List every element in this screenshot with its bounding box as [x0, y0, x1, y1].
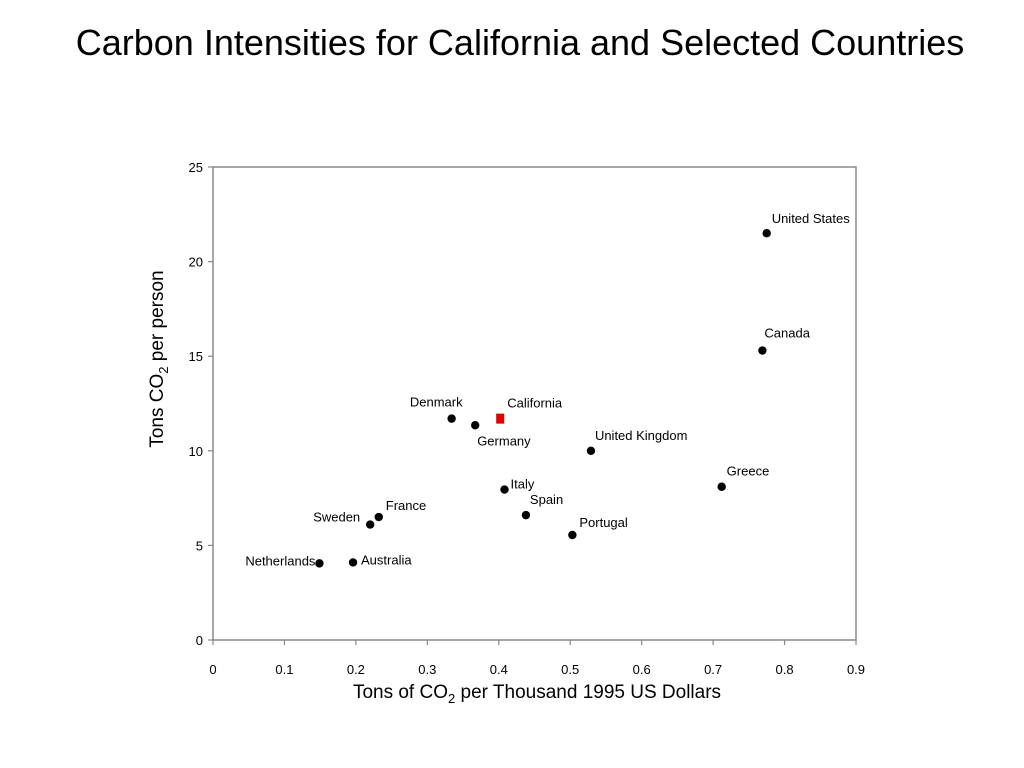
point-label-canada: Canada	[764, 326, 810, 341]
x-tick-label: 0.6	[633, 662, 651, 677]
point-label-portugal: Portugal	[579, 515, 628, 530]
point-marker-italy	[500, 485, 509, 494]
y-axis-title: Tons CO2 per person	[147, 270, 171, 447]
point-label-sweden: Sweden	[313, 510, 360, 525]
x-axis: 0 0.1 0.2 0.3 0.4 0.5 0.6 0.7 0.8 0.9	[209, 640, 865, 677]
x-axis-title-sub: 2	[448, 691, 455, 706]
point-label-greece: Greece	[727, 464, 770, 479]
y-tick-label: 5	[196, 538, 203, 553]
point-marker-sweden	[365, 520, 375, 529]
y-tick-label: 0	[196, 633, 203, 648]
x-axis-title-pre: Tons of CO	[353, 682, 448, 703]
point-label-denmark: Denmark	[410, 395, 463, 410]
point-label-united-kingdom: United Kingdom	[595, 428, 688, 443]
point-marker-france	[374, 512, 383, 522]
point-marker-germany	[471, 421, 480, 430]
x-tick-label: 0.1	[275, 662, 293, 677]
point-marker-california	[496, 413, 505, 424]
point-marker-australia	[348, 558, 358, 567]
y-axis: 0 5 10 15 20 25	[189, 160, 213, 648]
point-label-france: France	[386, 498, 426, 513]
point-marker-netherlands	[315, 559, 324, 568]
plot-area	[212, 166, 857, 641]
point-marker-spain	[521, 510, 531, 520]
point-label-australia: Australia	[361, 552, 412, 567]
x-axis-title: Tons of CO2 per Thousand 1995 US Dollars	[353, 682, 721, 706]
data-points: United States Canada Denmark California Germ…	[245, 211, 850, 568]
point-label-germany: Germany	[477, 433, 531, 448]
point-marker-denmark	[447, 414, 456, 423]
x-tick-label: 0	[209, 662, 216, 677]
y-axis-title-pre: Tons CO	[147, 374, 168, 448]
point-marker-portugal	[568, 530, 577, 540]
x-tick-label: 0.3	[418, 662, 436, 677]
x-axis-title-post: per Thousand 1995 US Dollars	[455, 682, 721, 703]
point-label-italy: Italy	[510, 477, 534, 492]
x-tick-label: 0.5	[561, 662, 579, 677]
point-label-spain: Spain	[530, 492, 563, 507]
x-axis-title-box	[305, 676, 770, 708]
y-axis-title-post: per person	[147, 270, 168, 366]
point-marker-united-states	[762, 229, 771, 238]
point-marker-united-kingdom	[586, 446, 596, 455]
y-tick-label: 20	[189, 255, 203, 270]
point-marker-greece	[717, 482, 726, 491]
point-marker-canada	[758, 346, 767, 355]
x-tick-label: 0.2	[347, 662, 365, 677]
page-title: Carbon Intensities for California and Se…	[75, 22, 965, 63]
y-tick-label: 25	[189, 160, 203, 175]
point-label-netherlands: Netherlands	[245, 553, 316, 568]
point-label-california: California	[507, 396, 563, 411]
x-tick-label: 0.7	[704, 662, 722, 677]
point-label-united-states: United States	[772, 211, 851, 226]
y-tick-label: 15	[189, 349, 203, 364]
y-axis-title-sub: 2	[156, 366, 171, 373]
x-tick-label: 0.4	[490, 662, 508, 677]
x-tick-label: 0.9	[847, 662, 865, 677]
y-tick-label: 10	[189, 444, 203, 459]
y-axis-title-box	[128, 233, 183, 485]
x-tick-label: 0.8	[776, 662, 794, 677]
